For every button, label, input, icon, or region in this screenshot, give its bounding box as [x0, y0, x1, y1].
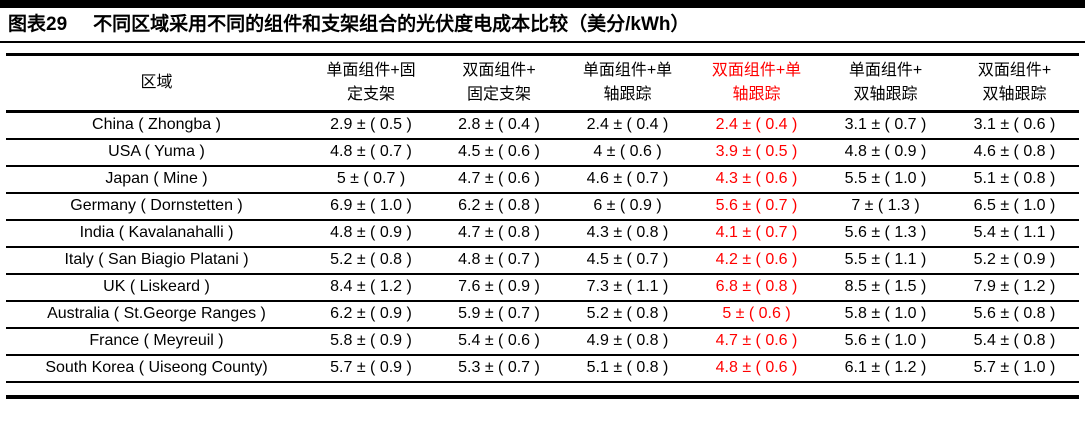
value-cell: 4.8 ± ( 0.7 )	[307, 137, 435, 166]
value-cell: 5.4 ± ( 0.8 )	[950, 326, 1079, 355]
lcoe-comparison-table: 区域 单面组件+固 定支架 双面组件+ 固定支架 单面组件+单 轴跟踪 双面组件…	[6, 53, 1079, 383]
table-row: China ( Zhongba ) 2.9 ± ( 0.5 ) 2.8 ± ( 0.…	[6, 112, 1079, 139]
exhibit-number: 图表29	[8, 14, 68, 35]
value-cell: 3.1 ± ( 0.7 )	[844, 116, 927, 134]
value-cell: 3.1 ± ( 0.6 )	[973, 116, 1056, 134]
value-cell: 5.5 ± ( 1.0 )	[821, 164, 950, 193]
value-cell: 5.6 ± ( 1.3 )	[821, 218, 950, 247]
value-cell: 2.4 ± ( 0.4 )	[586, 116, 669, 134]
value-cell: 4.8 ± ( 0.6 )	[692, 353, 821, 382]
value-cell: 5.1 ± ( 0.8 )	[950, 164, 1079, 193]
column-header-bi-fixed: 双面组件+ 固定支架	[435, 54, 563, 113]
value-cell: 6.2 ± ( 0.9 )	[307, 299, 435, 328]
value-cell: 7 ± ( 1.3 )	[821, 191, 950, 220]
value-cell: 3.9 ± ( 0.5 )	[692, 137, 821, 166]
top-divider-bar	[0, 0, 1085, 8]
value-cell: 4.5 ± ( 0.6 )	[435, 137, 563, 166]
table-row: India ( Kavalanahalli ) 4.8 ± ( 0.9 ) 4.7 …	[6, 218, 1079, 247]
value-cell: 4.8 ± ( 0.7 )	[435, 245, 563, 274]
value-cell: 5.2 ± ( 0.8 )	[307, 245, 435, 274]
value-cell: 4.8 ± ( 0.9 )	[821, 137, 950, 166]
value-cell: 5.2 ± ( 0.8 )	[563, 299, 692, 328]
value-cell: 4.6 ± ( 0.7 )	[563, 164, 692, 193]
column-header-bi-dual-axis: 双面组件+ 双轴跟踪	[950, 54, 1079, 113]
table-row: USA ( Yuma ) 4.8 ± ( 0.7 ) 4.5 ± ( 0.6 ) 4 …	[6, 137, 1079, 166]
value-cell: 4.3 ± ( 0.8 )	[563, 218, 692, 247]
value-cell: 5 ± ( 0.6 )	[692, 299, 821, 328]
value-cell: 5.7 ± ( 0.9 )	[307, 353, 435, 382]
title-underline	[0, 41, 1085, 43]
value-cell: 4.7 ± ( 0.8 )	[435, 218, 563, 247]
value-cell: 6.5 ± ( 1.0 )	[950, 191, 1079, 220]
region-cell: China ( Zhongba )	[92, 116, 221, 134]
value-cell: 5.8 ± ( 1.0 )	[821, 299, 950, 328]
table-row: Germany ( Dornstetten ) 6.9 ± ( 1.0 ) 6.2 …	[6, 191, 1079, 220]
column-header-mono-dual-axis: 单面组件+ 双轴跟踪	[821, 54, 950, 113]
value-cell: 4.3 ± ( 0.6 )	[692, 164, 821, 193]
value-cell: 6.2 ± ( 0.8 )	[435, 191, 563, 220]
value-cell: 5.7 ± ( 1.0 )	[950, 353, 1079, 382]
value-cell: 7.6 ± ( 0.9 )	[435, 272, 563, 301]
value-cell: 4.6 ± ( 0.8 )	[950, 137, 1079, 166]
value-cell: 5 ± ( 0.7 )	[307, 164, 435, 193]
value-cell: 8.4 ± ( 1.2 )	[307, 272, 435, 301]
value-cell: 4.5 ± ( 0.7 )	[563, 245, 692, 274]
value-cell: 4.7 ± ( 0.6 )	[435, 164, 563, 193]
table-row: Japan ( Mine ) 5 ± ( 0.7 ) 4.7 ± ( 0.6 ) 4.…	[6, 164, 1079, 193]
region-cell: South Korea ( Uiseong County)	[6, 353, 307, 382]
value-cell: 2.8 ± ( 0.4 )	[458, 116, 540, 134]
table-header-row: 区域 单面组件+固 定支架 双面组件+ 固定支架 单面组件+单 轴跟踪 双面组件…	[6, 54, 1079, 113]
region-cell: Germany ( Dornstetten )	[6, 191, 307, 220]
column-header-bi-single-axis: 双面组件+单 轴跟踪	[692, 54, 821, 113]
table-row: Australia ( St.George Ranges ) 6.2 ± ( 0.…	[6, 299, 1079, 328]
value-cell: 5.6 ± ( 0.8 )	[950, 299, 1079, 328]
bottom-divider-bar	[6, 394, 1079, 399]
table-row: Italy ( San Biagio Platani ) 5.2 ± ( 0.8 …	[6, 245, 1079, 274]
value-cell: 6.8 ± ( 0.8 )	[692, 272, 821, 301]
value-cell: 4.1 ± ( 0.7 )	[692, 218, 821, 247]
value-cell: 5.1 ± ( 0.8 )	[563, 353, 692, 382]
value-cell: 2.4 ± ( 0.4 )	[715, 116, 798, 134]
region-cell: USA ( Yuma )	[6, 137, 307, 166]
exhibit-title: 图表29 不同区域采用不同的组件和支架组合的光伏度电成本比较（美分/kWh）	[0, 8, 1085, 41]
value-cell: 5.3 ± ( 0.7 )	[435, 353, 563, 382]
value-cell: 8.5 ± ( 1.5 )	[821, 272, 950, 301]
table-row: UK ( Liskeard ) 8.4 ± ( 1.2 ) 7.6 ± ( 0.9 …	[6, 272, 1079, 301]
value-cell: 5.2 ± ( 0.9 )	[950, 245, 1079, 274]
value-cell: 5.6 ± ( 0.7 )	[692, 191, 821, 220]
region-cell: UK ( Liskeard )	[6, 272, 307, 301]
value-cell: 4.9 ± ( 0.8 )	[563, 326, 692, 355]
value-cell: 2.9 ± ( 0.5 )	[330, 116, 412, 134]
value-cell: 4.8 ± ( 0.9 )	[307, 218, 435, 247]
value-cell: 5.4 ± ( 0.6 )	[435, 326, 563, 355]
value-cell: 5.5 ± ( 1.1 )	[821, 245, 950, 274]
value-cell: 4.7 ± ( 0.6 )	[692, 326, 821, 355]
value-cell: 5.8 ± ( 0.9 )	[307, 326, 435, 355]
value-cell: 4.2 ± ( 0.6 )	[692, 245, 821, 274]
value-cell: 7.3 ± ( 1.1 )	[563, 272, 692, 301]
value-cell: 5.4 ± ( 1.1 )	[950, 218, 1079, 247]
value-cell: 5.9 ± ( 0.7 )	[435, 299, 563, 328]
value-cell: 6 ± ( 0.9 )	[563, 191, 692, 220]
table-row: South Korea ( Uiseong County) 5.7 ± ( 0.9…	[6, 353, 1079, 382]
region-cell: Japan ( Mine )	[6, 164, 307, 193]
region-cell: France ( Meyreuil )	[6, 326, 307, 355]
value-cell: 6.1 ± ( 1.2 )	[821, 353, 950, 382]
table-row: France ( Meyreuil ) 5.8 ± ( 0.9 ) 5.4 ± ( …	[6, 326, 1079, 355]
region-cell: Australia ( St.George Ranges )	[6, 299, 307, 328]
value-cell: 7.9 ± ( 1.2 )	[950, 272, 1079, 301]
table-body: China ( Zhongba ) 2.9 ± ( 0.5 ) 2.8 ± ( 0.…	[6, 112, 1079, 382]
value-cell: 6.9 ± ( 1.0 )	[307, 191, 435, 220]
region-cell: Italy ( San Biagio Platani )	[6, 245, 307, 274]
value-cell: 4 ± ( 0.6 )	[563, 137, 692, 166]
column-header-mono-fixed: 单面组件+固 定支架	[307, 54, 435, 113]
value-cell: 5.6 ± ( 1.0 )	[821, 326, 950, 355]
exhibit-title-text: 不同区域采用不同的组件和支架组合的光伏度电成本比较（美分/kWh）	[93, 14, 690, 35]
column-header-mono-single-axis: 单面组件+单 轴跟踪	[563, 54, 692, 113]
region-cell: India ( Kavalanahalli )	[6, 218, 307, 247]
column-header-region: 区域	[6, 54, 307, 113]
